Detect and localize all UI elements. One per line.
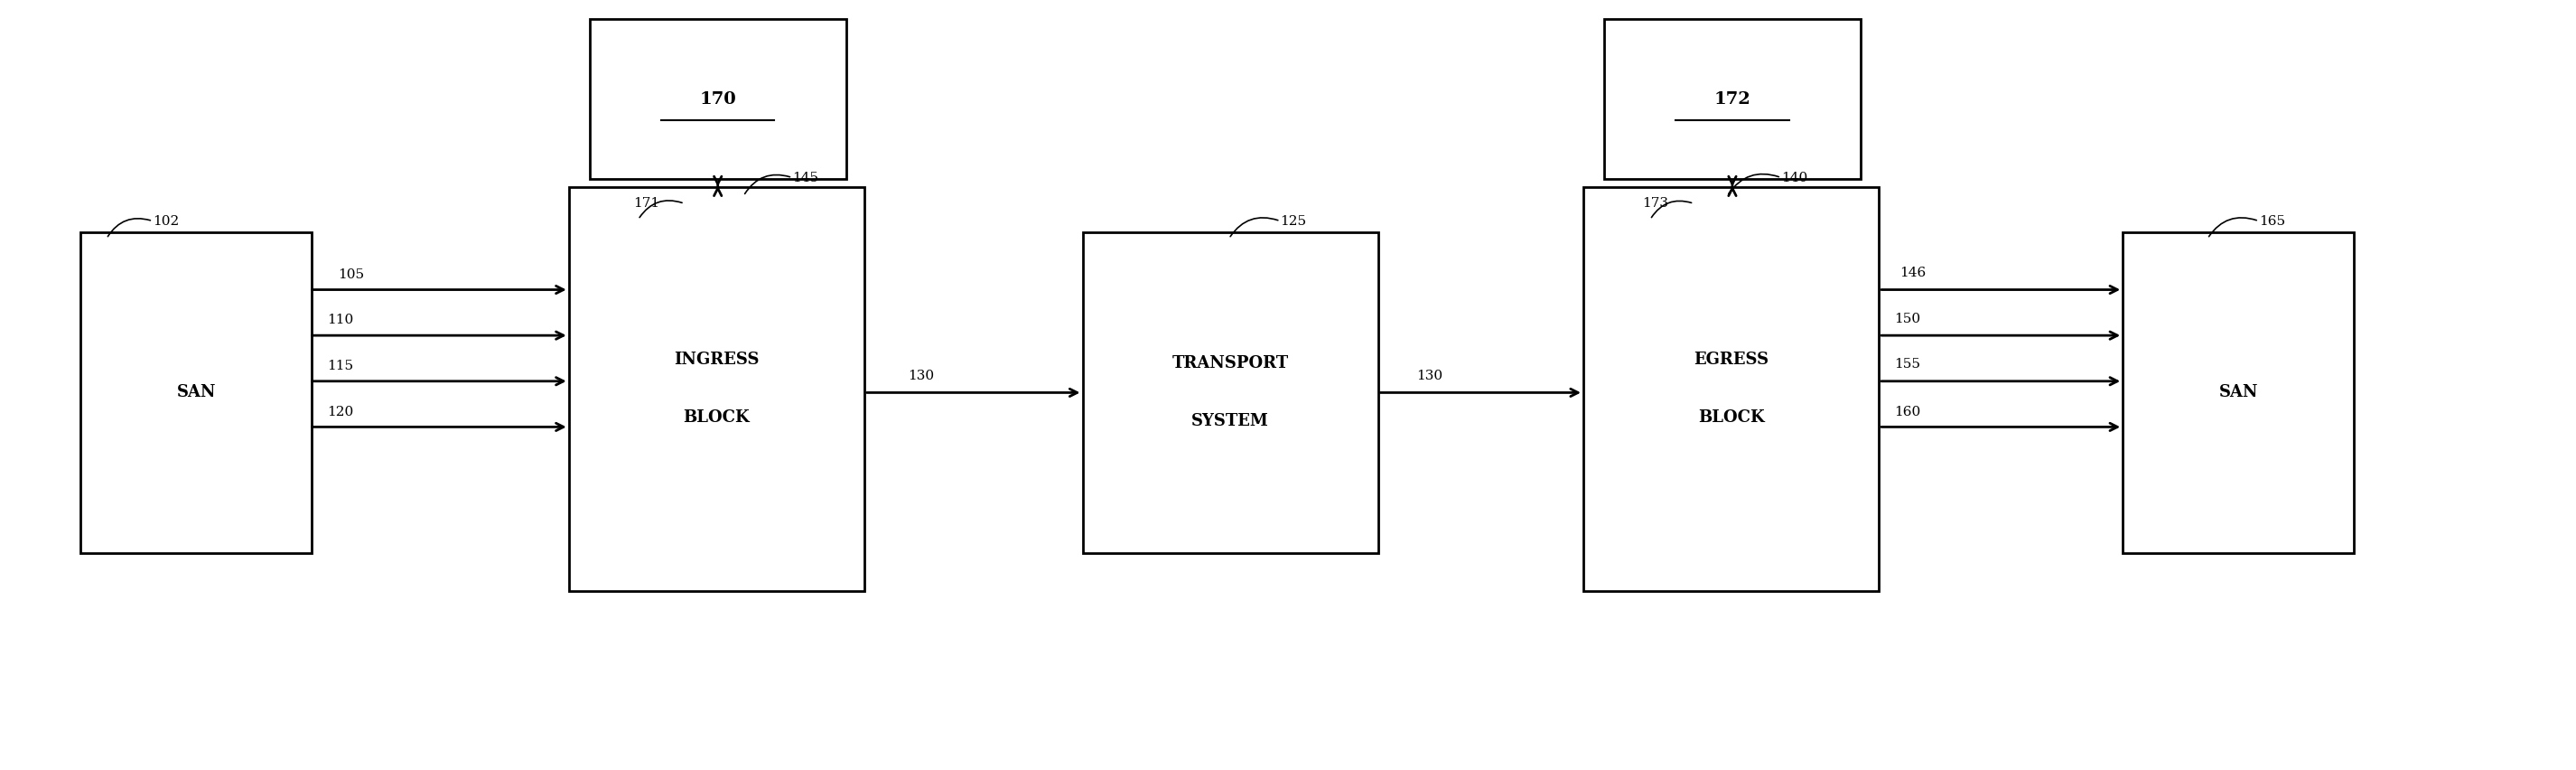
Text: BLOCK: BLOCK <box>1698 410 1765 426</box>
Text: 160: 160 <box>1893 405 1922 418</box>
FancyBboxPatch shape <box>1082 233 1378 553</box>
Text: 150: 150 <box>1893 313 1922 325</box>
FancyBboxPatch shape <box>1584 187 1878 591</box>
FancyBboxPatch shape <box>569 187 863 591</box>
Text: TRANSPORT: TRANSPORT <box>1172 356 1288 372</box>
FancyBboxPatch shape <box>1605 19 1860 179</box>
Text: 140: 140 <box>1780 171 1808 184</box>
Text: 105: 105 <box>337 268 363 281</box>
Text: 165: 165 <box>2259 215 2285 227</box>
Text: BLOCK: BLOCK <box>683 410 750 426</box>
FancyBboxPatch shape <box>2123 233 2354 553</box>
Text: EGRESS: EGRESS <box>1692 352 1770 368</box>
Text: 146: 146 <box>1899 266 1927 280</box>
Text: SAN: SAN <box>178 384 216 400</box>
Text: 145: 145 <box>793 171 819 184</box>
FancyBboxPatch shape <box>80 233 312 553</box>
Text: 125: 125 <box>1280 215 1306 227</box>
Text: 110: 110 <box>327 314 353 326</box>
Text: SAN: SAN <box>2218 384 2259 400</box>
Text: 173: 173 <box>1643 197 1669 210</box>
Text: 130: 130 <box>1417 370 1443 382</box>
Text: SYSTEM: SYSTEM <box>1193 413 1270 430</box>
Text: 120: 120 <box>327 405 353 418</box>
Text: 170: 170 <box>701 91 737 107</box>
Text: INGRESS: INGRESS <box>675 352 760 368</box>
Text: 155: 155 <box>1893 358 1919 370</box>
Text: 130: 130 <box>907 370 935 382</box>
Text: 102: 102 <box>152 215 180 227</box>
Text: 172: 172 <box>1713 91 1752 107</box>
Text: 115: 115 <box>327 360 353 372</box>
FancyBboxPatch shape <box>590 19 848 179</box>
Text: 171: 171 <box>634 197 659 210</box>
